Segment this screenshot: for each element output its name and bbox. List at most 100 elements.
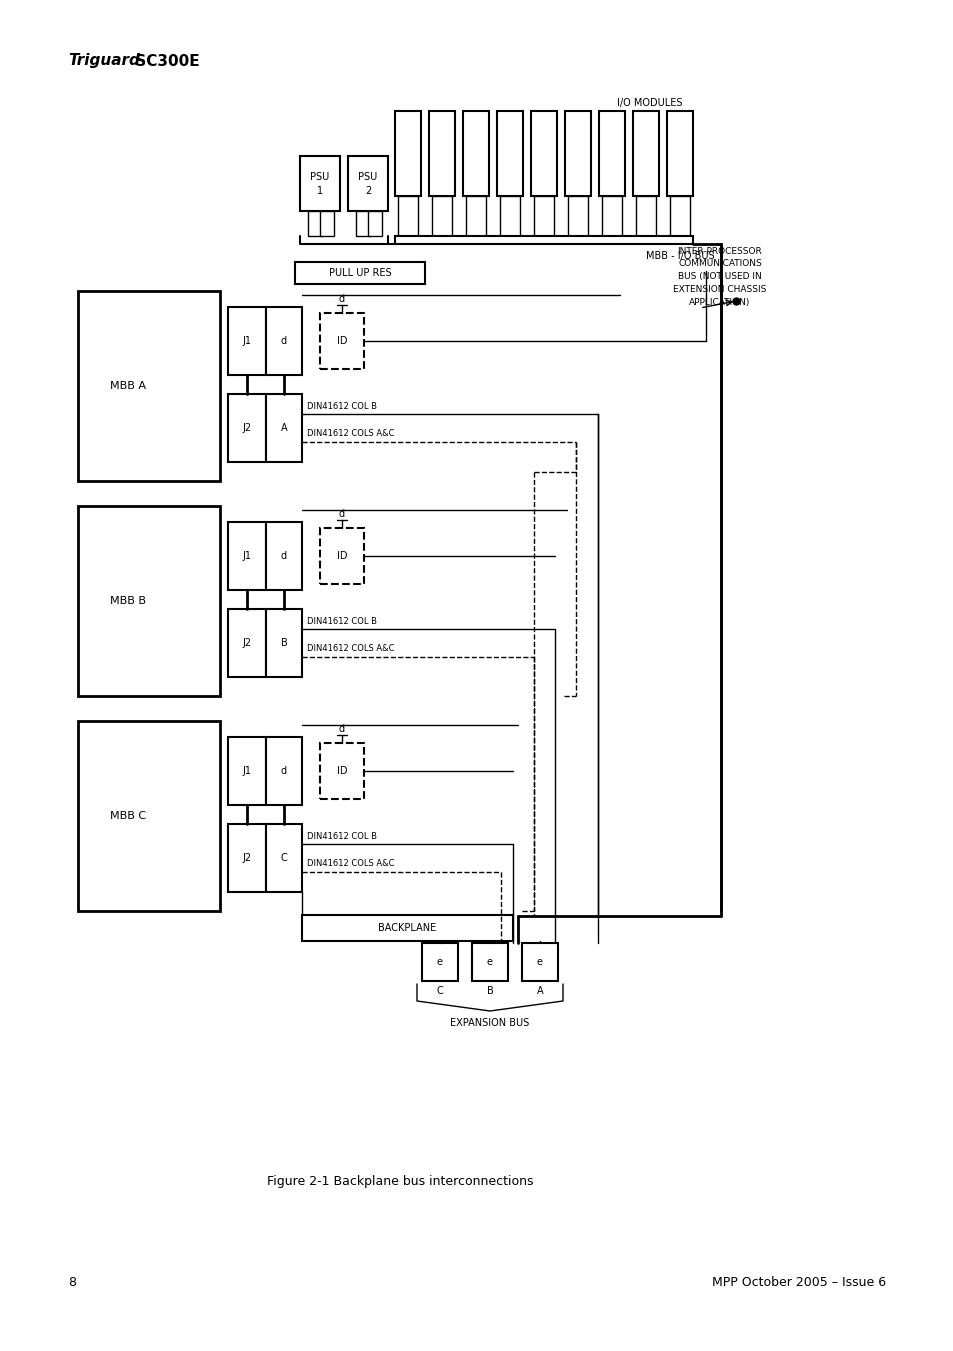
Text: MBB A: MBB A — [110, 381, 146, 390]
Text: J2: J2 — [242, 638, 252, 648]
Bar — [564, 111, 590, 196]
Bar — [228, 609, 266, 677]
Text: APPLICATION): APPLICATION) — [689, 299, 750, 308]
Text: A: A — [280, 423, 287, 434]
Text: C: C — [280, 852, 287, 863]
Text: DIN41612 COLS A&C: DIN41612 COLS A&C — [307, 644, 395, 653]
Bar — [472, 943, 507, 981]
Text: 1: 1 — [316, 186, 323, 196]
Bar — [266, 394, 302, 462]
Bar — [228, 736, 266, 805]
Text: d: d — [280, 766, 287, 775]
Bar — [266, 736, 302, 805]
Bar — [669, 196, 689, 236]
Text: B: B — [280, 638, 287, 648]
Text: e: e — [436, 957, 442, 967]
Bar — [521, 943, 558, 981]
Bar — [368, 211, 381, 236]
Text: 2: 2 — [364, 186, 371, 196]
Bar — [228, 307, 266, 374]
Bar — [319, 312, 364, 369]
Text: COMMUNICATIONS: COMMUNICATIONS — [678, 259, 761, 269]
Text: e: e — [537, 957, 542, 967]
Bar — [633, 111, 659, 196]
Text: DIN41612 COL B: DIN41612 COL B — [307, 832, 376, 840]
Text: C: C — [436, 986, 443, 996]
Bar — [462, 111, 489, 196]
Bar — [78, 507, 220, 696]
Bar — [636, 196, 656, 236]
Text: DIN41612 COLS A&C: DIN41612 COLS A&C — [307, 859, 395, 869]
Bar — [355, 211, 370, 236]
Bar — [534, 196, 554, 236]
Bar — [266, 307, 302, 374]
Bar — [421, 943, 457, 981]
Bar — [294, 262, 424, 284]
Text: INTER-PROCESSOR: INTER-PROCESSOR — [677, 246, 761, 255]
Text: DIN41612 COL B: DIN41612 COL B — [307, 617, 376, 626]
Bar — [465, 196, 485, 236]
Text: d: d — [280, 551, 287, 561]
Text: MBB - I/O BUS: MBB - I/O BUS — [645, 251, 714, 261]
Text: d: d — [338, 508, 345, 519]
Bar — [567, 196, 587, 236]
Text: BACKPLANE: BACKPLANE — [378, 923, 436, 934]
Text: MPP October 2005 – Issue 6: MPP October 2005 – Issue 6 — [711, 1277, 885, 1289]
Bar — [531, 111, 557, 196]
Text: PSU: PSU — [310, 173, 330, 182]
Bar — [666, 111, 692, 196]
Text: e: e — [486, 957, 493, 967]
Text: SC300E: SC300E — [130, 54, 199, 69]
Text: ID: ID — [336, 335, 347, 346]
Bar — [302, 915, 513, 942]
Bar — [78, 290, 220, 481]
Bar — [432, 196, 452, 236]
Text: PULL UP RES: PULL UP RES — [329, 267, 391, 278]
Text: EXPANSION BUS: EXPANSION BUS — [450, 1019, 529, 1028]
Bar — [397, 196, 417, 236]
Bar — [598, 111, 624, 196]
Bar — [601, 196, 621, 236]
Text: Triguard: Triguard — [68, 54, 140, 69]
Bar — [319, 743, 364, 798]
Text: d: d — [338, 724, 345, 734]
Text: BUS (NOT USED IN: BUS (NOT USED IN — [678, 273, 761, 281]
Text: DIN41612 COLS A&C: DIN41612 COLS A&C — [307, 430, 395, 438]
Text: d: d — [280, 335, 287, 346]
Bar — [499, 196, 519, 236]
Bar — [348, 155, 388, 211]
Bar — [266, 609, 302, 677]
Text: ID: ID — [336, 766, 347, 775]
Text: J1: J1 — [242, 766, 252, 775]
Text: A: A — [537, 986, 543, 996]
Bar — [228, 824, 266, 892]
Text: MBB B: MBB B — [110, 596, 146, 607]
Bar — [266, 521, 302, 589]
Bar — [299, 155, 339, 211]
Bar — [319, 211, 334, 236]
Bar — [308, 211, 322, 236]
Text: J1: J1 — [242, 551, 252, 561]
Bar — [319, 528, 364, 584]
Bar — [395, 111, 420, 196]
Text: I/O MODULES: I/O MODULES — [617, 99, 682, 108]
Text: d: d — [338, 293, 345, 304]
Bar — [395, 236, 692, 245]
Bar — [228, 521, 266, 589]
Text: J2: J2 — [242, 852, 252, 863]
Text: MBB C: MBB C — [110, 811, 146, 821]
Text: ID: ID — [336, 551, 347, 561]
Bar — [429, 111, 455, 196]
Bar — [228, 394, 266, 462]
Text: B: B — [486, 986, 493, 996]
Text: J2: J2 — [242, 423, 252, 434]
Text: DIN41612 COL B: DIN41612 COL B — [307, 401, 376, 411]
Bar — [78, 721, 220, 911]
Text: Figure 2-1 Backplane bus interconnections: Figure 2-1 Backplane bus interconnection… — [267, 1174, 533, 1188]
Text: EXTENSION CHASSIS: EXTENSION CHASSIS — [673, 285, 766, 295]
Bar — [497, 111, 522, 196]
Text: 8: 8 — [68, 1277, 76, 1289]
Text: J1: J1 — [242, 335, 252, 346]
Text: PSU: PSU — [358, 173, 377, 182]
Bar — [266, 824, 302, 892]
